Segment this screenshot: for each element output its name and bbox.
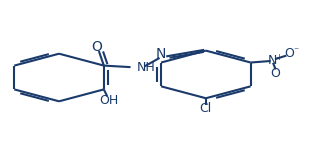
Text: +: + <box>275 53 282 62</box>
Text: O: O <box>92 40 103 54</box>
Text: O: O <box>284 47 294 60</box>
Text: ⁻: ⁻ <box>294 46 299 56</box>
Text: N: N <box>156 47 166 61</box>
Text: OH: OH <box>99 94 119 107</box>
Text: N: N <box>268 54 277 67</box>
Text: NH: NH <box>137 61 156 74</box>
Text: O: O <box>271 67 281 80</box>
Text: Cl: Cl <box>200 102 212 115</box>
